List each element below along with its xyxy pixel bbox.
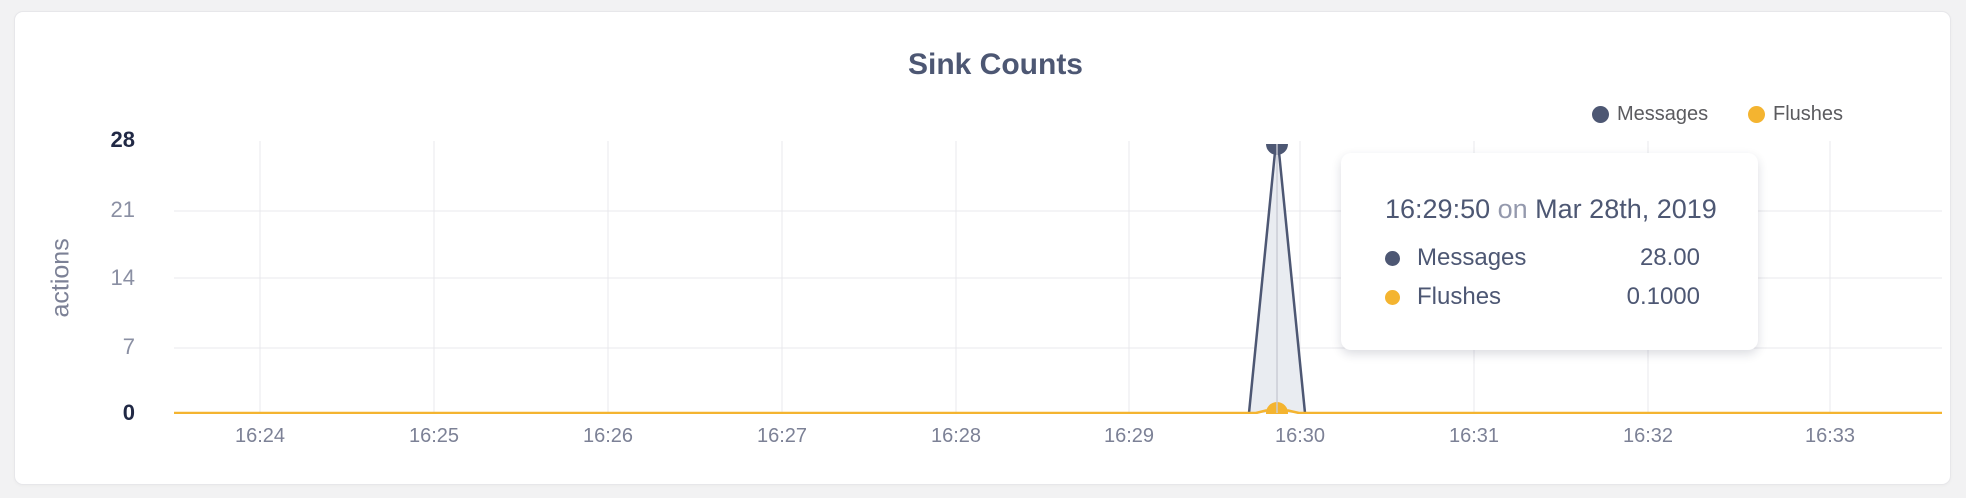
svg-text:16:27: 16:27 <box>757 425 807 447</box>
svg-text:21: 21 <box>111 197 135 222</box>
svg-text:16:24: 16:24 <box>235 425 285 447</box>
svg-text:16:33: 16:33 <box>1805 425 1855 447</box>
svg-text:16:29: 16:29 <box>1104 425 1154 447</box>
svg-text:16:25: 16:25 <box>409 425 459 447</box>
svg-text:0: 0 <box>123 400 135 425</box>
svg-text:16:26: 16:26 <box>583 425 633 447</box>
svg-text:16:30: 16:30 <box>1275 425 1325 447</box>
svg-text:16:32: 16:32 <box>1623 425 1673 447</box>
svg-text:7: 7 <box>123 334 135 359</box>
svg-text:16:31: 16:31 <box>1449 425 1499 447</box>
svg-text:28: 28 <box>111 127 135 152</box>
svg-text:16:28: 16:28 <box>931 425 981 447</box>
svg-text:14: 14 <box>111 265 135 290</box>
